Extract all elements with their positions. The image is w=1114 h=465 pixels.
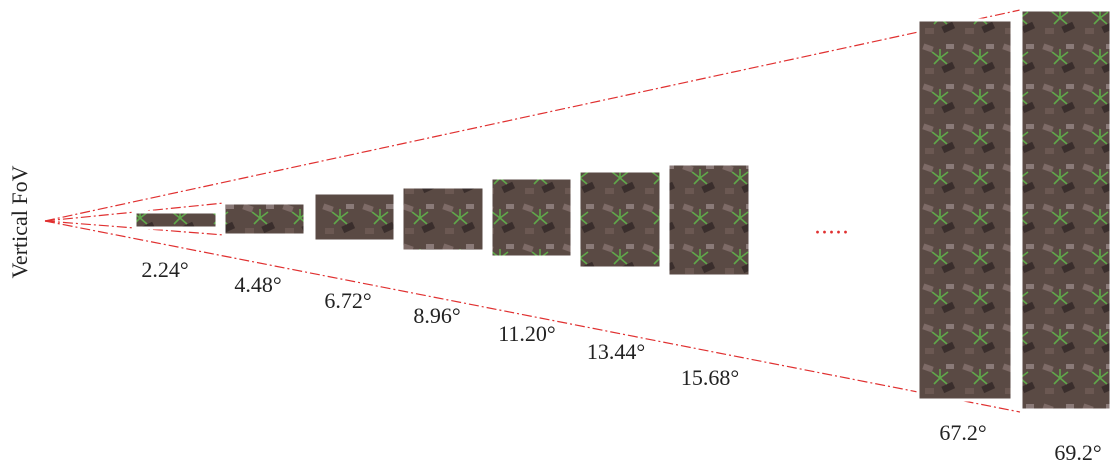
view-image (314, 193, 395, 241)
angle-label: 15.68° (681, 365, 739, 390)
angle-label: 2.24° (141, 257, 188, 282)
view-image (402, 187, 484, 251)
fov-diagram: Vertical FoV 2.24° 4.48° 6.72° 8.96° 11.20° 1… (0, 0, 1114, 465)
view-image (1021, 10, 1111, 410)
ellipsis: ..... (815, 214, 850, 240)
view-image (918, 20, 1012, 400)
angle-label: 67.2° (939, 420, 986, 445)
angle-label: 11.20° (498, 321, 555, 346)
angle-label: 69.2° (1054, 440, 1101, 465)
view-image (135, 212, 217, 228)
angle-label: 6.72° (324, 288, 371, 313)
view-image (224, 203, 305, 235)
view-image (491, 178, 572, 257)
view-image (668, 164, 750, 276)
angle-label: 4.48° (234, 272, 281, 297)
view-image (579, 171, 661, 268)
views: 2.24° 4.48° 6.72° 8.96° 11.20° 13.44° 15.68° 67… (135, 10, 1111, 465)
angle-label: 13.44° (587, 339, 645, 364)
axis-label: Vertical FoV (7, 165, 32, 278)
angle-label: 8.96° (413, 303, 460, 328)
